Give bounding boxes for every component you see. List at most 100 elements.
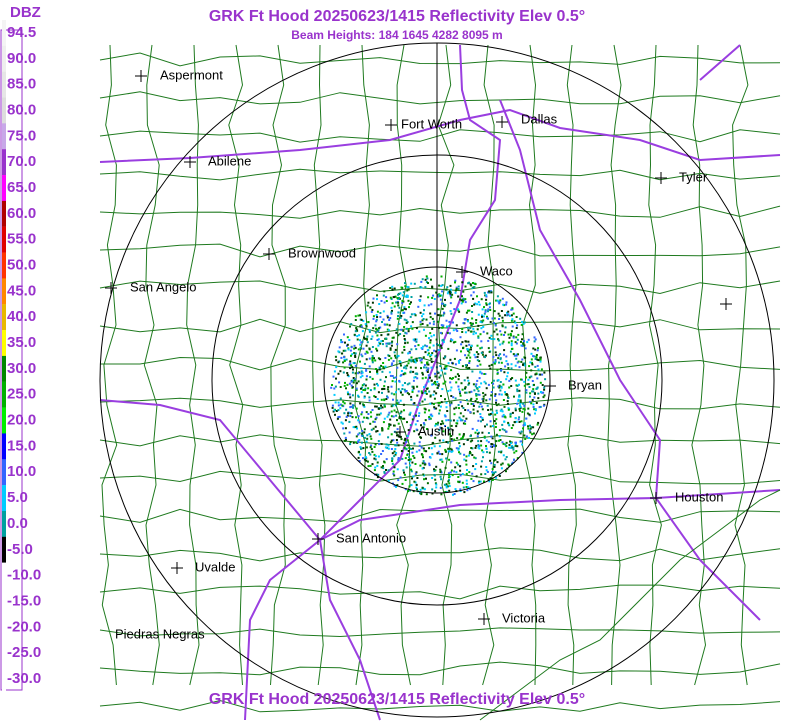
echo-pixel (491, 468, 494, 470)
echo-pixel (450, 291, 452, 294)
echo-pixel (404, 437, 407, 440)
echo-pixel (497, 379, 500, 382)
echo-pixel (461, 331, 464, 333)
echo-pixel (440, 369, 443, 372)
city-label: Tyler (679, 169, 708, 184)
echo-pixel (444, 365, 447, 368)
echo-pixel (495, 422, 497, 425)
echo-pixel (358, 371, 361, 374)
echo-pixel (383, 380, 386, 383)
echo-pixel (375, 473, 378, 476)
echo-pixel (522, 342, 525, 345)
echo-pixel (455, 447, 458, 450)
echo-pixel (371, 409, 374, 411)
echo-pixel (363, 396, 366, 399)
echo-pixel (360, 387, 362, 390)
echo-pixel (423, 366, 425, 369)
echo-pixel (383, 471, 386, 474)
echo-pixel (543, 386, 546, 389)
echo-pixel (403, 334, 406, 337)
city-label: San Angelo (130, 279, 197, 294)
echo-pixel (471, 311, 474, 313)
county-line (691, 44, 707, 686)
echo-pixel (369, 389, 372, 392)
echo-pixel (465, 417, 468, 420)
echo-pixel (363, 431, 366, 434)
echo-pixel (452, 341, 455, 344)
echo-pixel (513, 421, 516, 424)
echo-pixel (395, 376, 397, 379)
echo-pixel (450, 377, 453, 380)
echo-pixel (369, 453, 372, 456)
echo-pixel (480, 405, 483, 408)
city-label: Abilene (208, 153, 251, 168)
echo-pixel (439, 298, 442, 301)
echo-pixel (440, 401, 443, 404)
echo-pixel (480, 420, 482, 423)
echo-pixel (461, 365, 464, 368)
echo-pixel (412, 385, 415, 388)
echo-pixel (398, 416, 401, 419)
echo-pixel (369, 464, 372, 467)
echo-pixel (382, 362, 385, 364)
echo-pixel (433, 349, 436, 352)
echo-pixel (502, 454, 505, 457)
echo-pixel (498, 302, 501, 305)
echo-pixel (479, 371, 482, 374)
echo-pixel (392, 470, 395, 473)
county-line (648, 44, 662, 686)
echo-pixel (478, 360, 481, 363)
echo-pixel (433, 298, 436, 300)
echo-pixel (520, 440, 523, 443)
echo-pixel (516, 388, 519, 391)
echo-pixel (465, 463, 468, 466)
legend-label: -25.0 (7, 644, 41, 661)
echo-pixel (527, 338, 530, 341)
echo-pixel (506, 371, 509, 374)
echo-pixel (444, 298, 446, 301)
echo-pixel (377, 344, 380, 347)
echo-pixel (430, 278, 432, 281)
echo-pixel (429, 376, 431, 379)
echo-pixel (489, 425, 492, 428)
echo-pixel (380, 334, 383, 337)
echo-pixel (457, 288, 460, 290)
echo-pixel (380, 453, 383, 455)
echo-pixel (363, 458, 366, 461)
echo-pixel (377, 440, 380, 443)
echo-pixel (406, 444, 409, 447)
echo-pixel (368, 365, 371, 368)
echo-pixel (486, 470, 489, 473)
echo-pixel (467, 340, 470, 343)
echo-pixel (357, 314, 360, 317)
echo-pixel (505, 445, 508, 448)
echo-pixel (422, 356, 425, 359)
echo-pixel (415, 348, 418, 351)
echo-pixel (342, 371, 345, 374)
echo-pixel (358, 439, 361, 441)
echo-pixel (466, 438, 469, 441)
echo-pixel (411, 477, 413, 480)
echo-pixel (468, 452, 471, 455)
echo-pixel (411, 390, 414, 393)
echo-pixel (454, 466, 457, 469)
city-label: Dallas (521, 111, 558, 126)
echo-pixel (386, 446, 389, 449)
echo-pixel (416, 406, 419, 409)
echo-pixel (530, 358, 533, 361)
echo-pixel (399, 292, 402, 295)
echo-pixel (494, 426, 497, 428)
echo-pixel (501, 342, 504, 345)
echo-pixel (451, 362, 454, 365)
echo-pixel (468, 362, 471, 364)
echo-pixel (372, 327, 375, 330)
echo-pixel (528, 386, 531, 388)
echo-pixel (344, 349, 347, 352)
echo-pixel (493, 465, 496, 468)
echo-pixel (428, 447, 430, 450)
echo-pixel (446, 325, 448, 328)
echo-pixel (475, 463, 478, 465)
echo-pixel (415, 338, 418, 341)
echo-pixel (531, 433, 534, 436)
